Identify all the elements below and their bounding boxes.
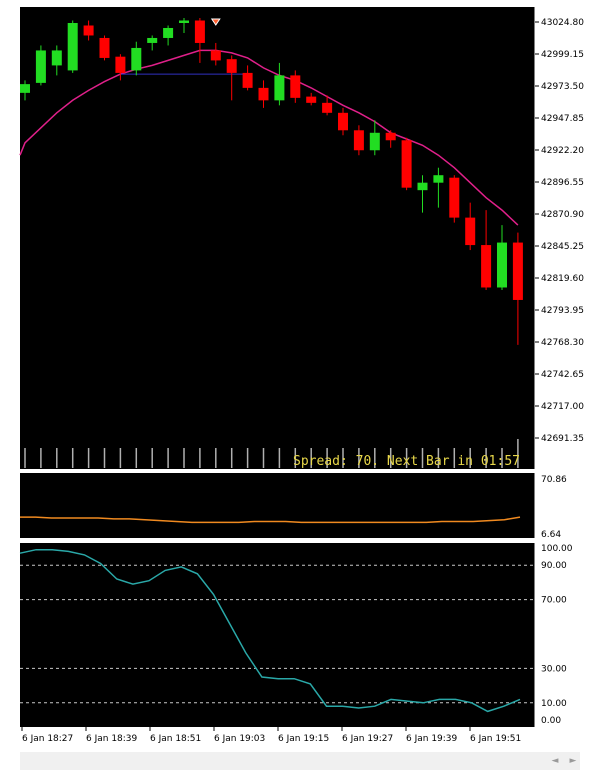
candle-body [353,130,364,151]
indicator2-layer [19,548,535,713]
candle-body [99,37,110,58]
trade-arrow-icon [210,18,221,26]
candle-body [306,96,317,103]
price-tick-label: 42742.65 [541,370,584,380]
indicator2-tick-label: 10.00 [541,699,567,709]
candle-body [210,50,221,61]
candle-body [465,217,476,246]
scroll-right-icon[interactable]: ► [569,756,577,766]
indicator2-tick-label: 70.00 [541,596,567,606]
candle-body [83,25,94,36]
time-tick-label: 6 Jan 19:27 [342,734,393,744]
candle-body [194,20,205,43]
time-tick-label: 6 Jan 19:39 [406,734,458,744]
candle-body [242,72,253,88]
price-tick-label: 42768.30 [541,338,584,348]
price-tick-label: 42896.55 [541,178,584,188]
price-tick-label: 42870.90 [541,210,584,220]
indicator2-tick-label: 0.00 [541,716,561,726]
indicator1-pane[interactable] [20,473,535,538]
candle-body [369,132,380,151]
candle-body [226,59,237,73]
candle-body [481,245,492,288]
candle-body [131,47,142,71]
candle-body [115,56,126,73]
candle-body [433,175,444,183]
candle-body [274,75,285,101]
candle-body [385,132,396,141]
candle-body [163,27,174,38]
price-tick-label: 42999.15 [541,50,584,60]
candle-body [497,242,507,288]
candle-body [449,177,460,218]
candle-body [322,102,333,113]
price-tick-label: 42922.20 [541,146,584,156]
candle-body [512,242,523,300]
time-tick-label: 6 Jan 19:51 [470,734,521,744]
candle-body [290,75,301,98]
price-tick-label: 42691.35 [541,434,584,444]
price-tick-label: 42845.25 [541,242,584,252]
indicator2-tick-label: 100.00 [541,544,573,554]
indicator1-min-label: 6.64 [541,530,561,540]
time-tick-label: 6 Jan 18:27 [22,734,73,744]
candle-body [35,50,46,83]
candle-body [67,22,78,71]
horizontal-scrollbar[interactable]: ◄ ► [20,752,580,770]
price-tick-label: 42793.95 [541,306,584,316]
candle-body [338,112,348,131]
candle-body [417,182,428,191]
time-tick-label: 6 Jan 18:51 [150,734,201,744]
indicator1-max-label: 70.86 [541,475,567,485]
axes-layer: 43024.80 42999.15 42973.50 42947.85 42922.20… [21,18,584,744]
indicator2-pane[interactable] [20,543,535,727]
moving-average-line [19,49,519,226]
indicator1-line [20,516,521,524]
indicator2-line [19,548,521,713]
candle-body [51,50,62,66]
price-tick-label: 42947.85 [541,114,584,124]
spread-status-text: Spread: 70. Next Bar in 01:57 [293,454,520,469]
indicator1-layer [20,516,521,524]
candle-body [20,84,30,93]
price-tick-label: 43024.80 [541,18,584,28]
price-tick-label: 42819.60 [541,274,584,284]
candle-body [179,20,189,23]
price-tick-label: 42973.50 [541,82,584,92]
scroll-left-icon[interactable]: ◄ [551,756,559,766]
candle-body [258,87,269,101]
time-tick-label: 6 Jan 19:15 [278,734,329,744]
time-tick-label: 6 Jan 18:39 [86,734,138,744]
price-layer [19,18,523,468]
indicator2-tick-label: 30.00 [541,664,567,674]
candle-body [401,140,412,188]
time-tick-label: 6 Jan 19:03 [214,734,265,744]
indicator2-tick-label: 90.00 [541,561,567,571]
price-tick-label: 42717.00 [541,402,584,412]
candle-body [147,37,158,43]
